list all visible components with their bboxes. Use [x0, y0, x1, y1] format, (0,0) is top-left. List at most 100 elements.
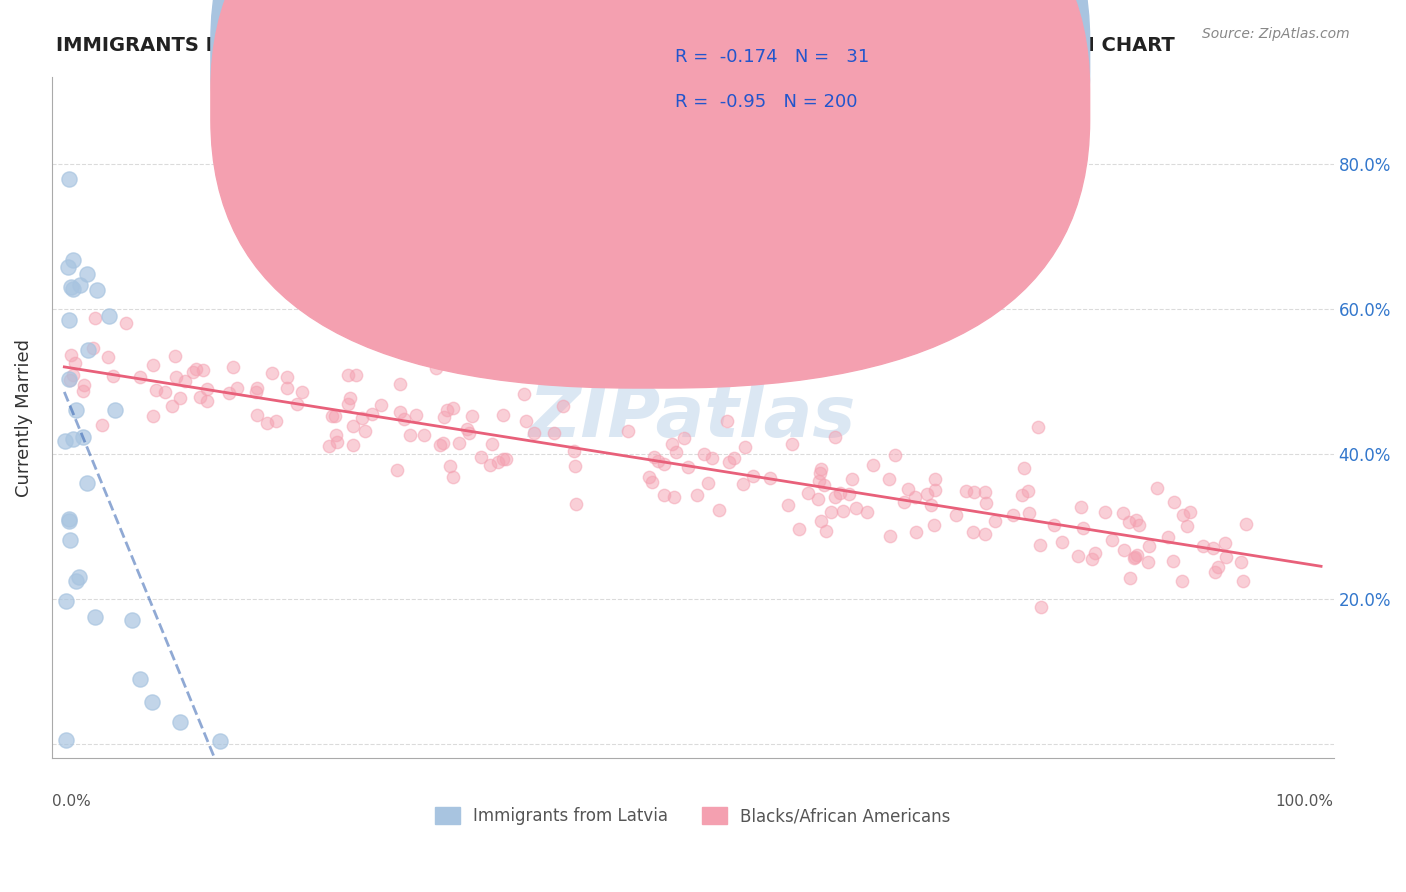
Point: [114, 316, 136, 330]
Point: [617, 424, 640, 438]
Point: [62, 252, 84, 267]
Point: [73, 378, 96, 392]
Point: [893, 495, 915, 509]
Legend: Immigrants from Latvia, Blacks/African Americans: Immigrants from Latvia, Blacks/African A…: [429, 800, 957, 831]
Point: [246, 381, 269, 395]
Point: [481, 437, 503, 451]
Point: [1029, 599, 1052, 614]
Point: [264, 414, 287, 428]
Point: [920, 498, 942, 512]
Point: [59, 533, 82, 548]
Point: [678, 459, 700, 474]
Point: [129, 370, 152, 384]
Point: [492, 452, 515, 467]
Point: [460, 409, 482, 423]
Point: [59, 280, 82, 294]
Point: [723, 451, 745, 466]
Point: [174, 374, 197, 388]
Point: [191, 363, 214, 377]
Point: [1125, 550, 1147, 565]
Point: [104, 403, 127, 417]
Point: [82, 341, 104, 355]
Point: [1018, 506, 1040, 520]
Point: [84, 610, 107, 624]
Point: [1157, 530, 1180, 544]
Point: [101, 368, 124, 383]
Point: [915, 487, 938, 501]
Y-axis label: Currently Married: Currently Married: [15, 339, 32, 497]
Point: [1163, 494, 1185, 508]
Text: R =  -0.95   N = 200: R = -0.95 N = 200: [675, 93, 858, 111]
Point: [855, 505, 877, 519]
Point: [388, 377, 411, 392]
Point: [824, 490, 846, 504]
Point: [350, 411, 373, 425]
Point: [879, 529, 901, 543]
Point: [564, 496, 586, 510]
Point: [165, 370, 187, 384]
Point: [1101, 533, 1123, 547]
Point: [160, 399, 183, 413]
Text: 100.0%: 100.0%: [1275, 794, 1334, 809]
Point: [697, 476, 720, 491]
Point: [479, 458, 502, 472]
Point: [1002, 508, 1025, 522]
Point: [218, 386, 240, 401]
Point: [813, 478, 835, 492]
Point: [810, 514, 832, 528]
Point: [924, 483, 946, 498]
Point: [1067, 549, 1090, 564]
Point: [65, 356, 87, 370]
Point: [221, 359, 243, 374]
Point: [1012, 461, 1035, 475]
Point: [1081, 552, 1104, 566]
Point: [1146, 481, 1168, 495]
Point: [55, 593, 77, 607]
Point: [76, 267, 98, 281]
Point: [1123, 550, 1146, 565]
Point: [734, 440, 756, 454]
Point: [797, 486, 820, 500]
Point: [436, 403, 458, 417]
Point: [976, 496, 998, 510]
Point: [441, 401, 464, 416]
Point: [897, 482, 920, 496]
Point: [1136, 555, 1159, 569]
Point: [647, 454, 669, 468]
Point: [169, 715, 191, 730]
Point: [637, 470, 659, 484]
Point: [515, 414, 537, 428]
Point: [1126, 548, 1149, 562]
Point: [808, 467, 831, 481]
Point: [97, 351, 120, 365]
Point: [195, 382, 218, 396]
Point: [62, 283, 84, 297]
Point: [1208, 559, 1230, 574]
Point: [1119, 571, 1142, 585]
Point: [1029, 538, 1052, 552]
Point: [72, 430, 94, 444]
Point: [718, 455, 741, 469]
Point: [209, 734, 232, 748]
Point: [1071, 521, 1094, 535]
Point: [425, 361, 447, 376]
Point: [543, 426, 565, 441]
Point: [662, 490, 685, 504]
Point: [924, 472, 946, 486]
Point: [76, 476, 98, 491]
Point: [845, 500, 868, 515]
Point: [945, 508, 967, 522]
Point: [394, 412, 416, 426]
Point: [405, 409, 427, 423]
Point: [470, 450, 492, 465]
Point: [59, 348, 82, 362]
Point: [1192, 539, 1215, 553]
Point: [439, 458, 461, 473]
Point: [145, 384, 167, 398]
Point: [59, 373, 82, 387]
Text: 0.0%: 0.0%: [52, 794, 90, 809]
Point: [256, 416, 278, 430]
Point: [562, 444, 585, 458]
Point: [778, 498, 800, 512]
Point: [72, 384, 94, 399]
